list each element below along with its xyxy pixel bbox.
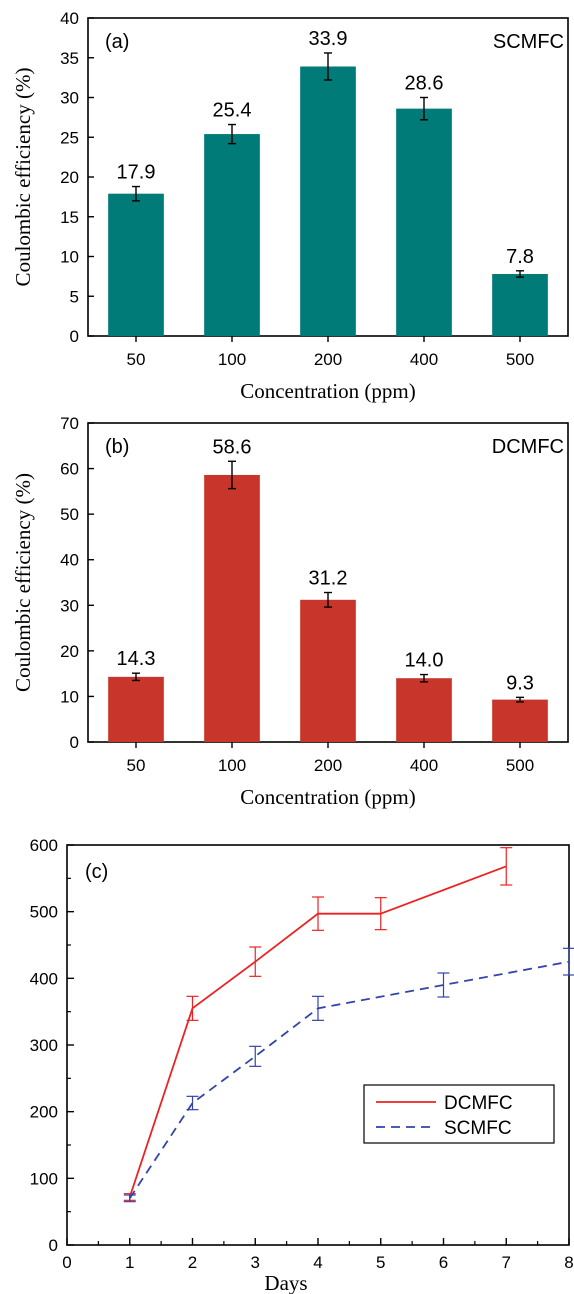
y-tick-label-a: 5: [70, 287, 79, 306]
y-tick-label-b: 10: [60, 687, 79, 706]
x-axis-title-b: Concentration (ppm): [240, 785, 416, 809]
x-tick-label-c: 8: [564, 1253, 573, 1272]
data-label-a: 7.8: [506, 246, 534, 268]
y-axis-title-b: Coulombic efficiency (%): [11, 473, 35, 692]
x-tick-label-b: 50: [127, 756, 146, 775]
data-label-a: 33.9: [309, 28, 348, 50]
y-axis-title-a: Coulombic efficiency (%): [11, 68, 35, 287]
data-label-a: 25.4: [213, 100, 252, 122]
x-tick-label-a: 200: [314, 350, 342, 369]
bar-b-100: [204, 474, 260, 742]
y-tick-label-a: 40: [60, 9, 79, 28]
x-tick-label-a: 400: [410, 350, 438, 369]
x-tick-label-a: 50: [127, 350, 146, 369]
legend-label-scmfc: SCMFC: [444, 1118, 512, 1139]
y-tick-label-b: 70: [60, 414, 79, 433]
data-label-a: 28.6: [405, 73, 444, 95]
x-tick-label-b: 500: [506, 756, 534, 775]
data-label-a: 17.9: [117, 162, 156, 184]
x-tick-label-c: 1: [125, 1253, 134, 1272]
data-label-b: 9.3: [506, 672, 534, 694]
panel-label-a: (a): [105, 31, 129, 53]
x-tick-label-c: 4: [313, 1253, 322, 1272]
x-tick-label-c: 5: [376, 1253, 385, 1272]
x-tick-label-c: 7: [502, 1253, 511, 1272]
x-tick-label-c: 6: [439, 1253, 448, 1272]
data-label-b: 31.2: [309, 568, 348, 590]
y-tick-label-c: 200: [30, 1103, 58, 1122]
y-tick-label-c: 600: [30, 836, 58, 855]
y-tick-label-c: 100: [30, 1169, 58, 1188]
x-tick-label-c: 2: [188, 1253, 197, 1272]
y-tick-label-c: 500: [30, 903, 58, 922]
bar-b-200: [300, 599, 356, 742]
data-label-b: 14.0: [405, 650, 444, 672]
legend-box: [363, 1084, 555, 1144]
bar-a-500: [492, 273, 548, 336]
series-line-scmfc: [128, 960, 570, 1199]
y-tick-label-b: 40: [60, 551, 79, 570]
y-tick-label-a: 30: [60, 89, 79, 108]
bar-a-100: [204, 134, 260, 336]
bar-b-400: [396, 678, 452, 742]
panel-annotation-a: SCMFC: [493, 31, 564, 53]
x-tick-label-a: 100: [218, 350, 246, 369]
x-tick-label-c: 0: [62, 1253, 71, 1272]
x-tick-label-a: 500: [506, 350, 534, 369]
y-tick-label-a: 10: [60, 248, 79, 267]
y-tick-label-c: 400: [30, 969, 58, 988]
y-tick-label-c: 300: [30, 1036, 58, 1055]
x-axis-title-c: Days: [264, 1271, 307, 1294]
y-tick-label-a: 15: [60, 208, 79, 227]
y-tick-label-a: 25: [60, 128, 79, 147]
y-tick-label-c: 0: [49, 1236, 58, 1255]
y-tick-label-b: 30: [60, 596, 79, 615]
y-tick-label-b: 60: [60, 460, 79, 479]
panel-label-c: (c): [85, 861, 108, 883]
y-tick-label-b: 20: [60, 642, 79, 661]
y-tick-label-b: 50: [60, 505, 79, 524]
y-tick-label-a: 20: [60, 168, 79, 187]
bar-b-500: [492, 699, 548, 742]
data-label-b: 58.6: [213, 436, 252, 458]
x-tick-label-c: 3: [251, 1253, 260, 1272]
y-tick-label-a: 0: [70, 327, 79, 346]
bar-a-400: [396, 108, 452, 336]
bar-a-50: [108, 193, 164, 336]
x-axis-title-a: Concentration (ppm): [240, 379, 416, 403]
x-tick-label-b: 400: [410, 756, 438, 775]
panel-annotation-b: DCMFC: [492, 436, 564, 458]
legend-label-dcmfc: DCMFC: [444, 1093, 513, 1114]
panel-label-b: (b): [105, 436, 129, 458]
x-tick-label-b: 100: [218, 756, 246, 775]
bar-b-50: [108, 676, 164, 742]
data-label-b: 14.3: [117, 648, 156, 670]
x-tick-label-b: 200: [314, 756, 342, 775]
y-tick-label-b: 0: [70, 733, 79, 752]
y-tick-label-a: 35: [60, 49, 79, 68]
series-line-dcmfc: [128, 865, 507, 1198]
bar-a-200: [300, 66, 356, 337]
